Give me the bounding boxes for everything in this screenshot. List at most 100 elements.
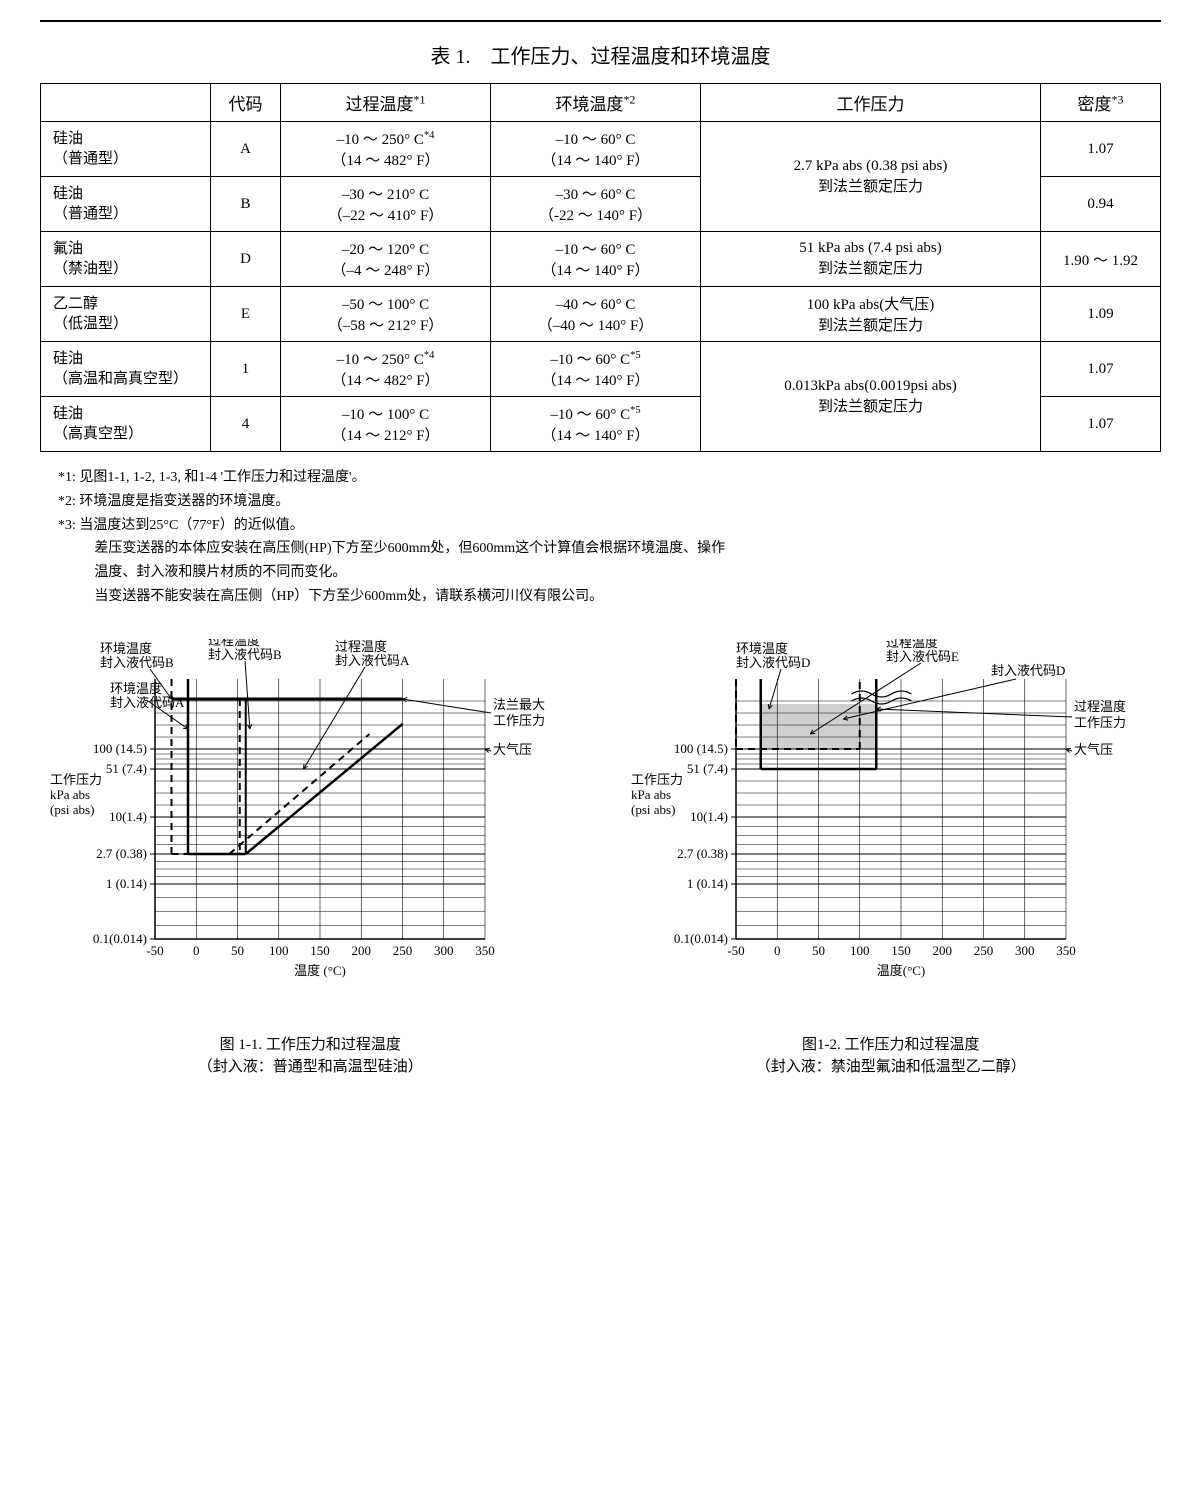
svg-text:法兰最大: 法兰最大	[493, 697, 545, 712]
cell-amb: –10 ～ 60° C*5（14 ～ 140° F）	[491, 397, 701, 452]
svg-text:350: 350	[1056, 943, 1076, 958]
cell-proc: –10 ～ 250° C*4（14 ～ 482° F）	[281, 122, 491, 177]
svg-text:0.1(0.014): 0.1(0.014)	[93, 931, 147, 946]
cell-code: D	[211, 232, 281, 287]
svg-text:350: 350	[475, 943, 495, 958]
cell-density: 1.07	[1041, 122, 1161, 177]
cell-density: 0.94	[1041, 177, 1161, 232]
chart-2-col: 0.1(0.014)1 (0.14)2.7 (0.38)10(1.4)51 (7…	[621, 639, 1162, 1079]
svg-text:封入液代码D: 封入液代码D	[736, 655, 810, 670]
svg-text:2.7 (0.38): 2.7 (0.38)	[677, 846, 728, 861]
svg-text:大气压: 大气压	[1074, 742, 1113, 757]
note-3: *3: 当温度达到25°C（77°F）的近似值。	[58, 514, 1161, 538]
table-row: 氟油（禁油型）D–20 ～ 120° C（–4 ～ 248° F）–10 ～ 6…	[41, 232, 1161, 287]
cell-proc: –10 ～ 250° C*4（14 ～ 482° F）	[281, 342, 491, 397]
cell-code: 4	[211, 397, 281, 452]
svg-text:51 (7.4): 51 (7.4)	[686, 761, 727, 776]
svg-text:50: 50	[231, 943, 244, 958]
svg-text:封入液代码A: 封入液代码A	[110, 695, 185, 710]
svg-text:150: 150	[310, 943, 330, 958]
svg-text:250: 250	[393, 943, 413, 958]
table-row: 硅油（高温和高真空型）1–10 ～ 250° C*4（14 ～ 482° F）–…	[41, 342, 1161, 397]
charts-row: 0.1(0.014) 1 (0.14) 2.7 (0.38) 10(1.4) 51 (7…	[40, 639, 1161, 1079]
svg-text:工作压力: 工作压力	[631, 772, 683, 787]
svg-text:封入液代码D: 封入液代码D	[991, 663, 1065, 678]
svg-text:工作压力: 工作压力	[493, 713, 545, 728]
cell-name: 硅油（高真空型）	[41, 397, 211, 452]
svg-text:过程温度: 过程温度	[1074, 699, 1126, 714]
cell-density: 1.07	[1041, 342, 1161, 397]
svg-text:100 (14.5): 100 (14.5)	[673, 741, 727, 756]
cell-press: 51 kPa abs (7.4 psi abs)到法兰额定压力	[701, 232, 1041, 287]
svg-text:-50: -50	[146, 943, 163, 958]
chart-2: 0.1(0.014)1 (0.14)2.7 (0.38)10(1.4)51 (7…	[621, 639, 1161, 1019]
cell-density: 1.09	[1041, 287, 1161, 342]
svg-text:环境温度: 环境温度	[736, 641, 788, 656]
svg-text:100: 100	[269, 943, 289, 958]
svg-text:10(1.4): 10(1.4)	[109, 809, 147, 824]
cell-name: 硅油（普通型）	[41, 122, 211, 177]
top-rule	[40, 20, 1161, 22]
cell-press: 0.013kPa abs(0.0019psi abs)到法兰额定压力	[701, 342, 1041, 452]
svg-text:-50: -50	[727, 943, 744, 958]
chart-1-col: 0.1(0.014)1 (0.14)2.7 (0.38)10(1.4)51 (7…	[40, 639, 581, 1079]
svg-text:300: 300	[434, 943, 454, 958]
note-3c: 当变送器不能安装在高压侧（HP）下方至少600mm处，请联系横河川仪有限公司。	[58, 585, 1161, 609]
cell-proc: –10 ～ 100° C（14 ～ 212° F）	[281, 397, 491, 452]
svg-text:(psi abs): (psi abs)	[50, 802, 94, 817]
svg-text:250: 250	[973, 943, 993, 958]
table-title: 表 1. 工作压力、过程温度和环境温度	[40, 40, 1161, 69]
cell-amb: –10 ～ 60° C（14 ～ 140° F）	[491, 122, 701, 177]
cell-press: 2.7 kPa abs (0.38 psi abs)到法兰额定压力	[701, 122, 1041, 232]
cell-code: B	[211, 177, 281, 232]
cell-press: 100 kPa abs(大气压)到法兰额定压力	[701, 287, 1041, 342]
chart2-caption-l2: （封入液：禁油型氟油和低温型乙二醇）	[756, 1059, 1026, 1075]
svg-text:2.7 (0.38): 2.7 (0.38)	[96, 846, 147, 861]
th-density: 密度*3	[1041, 84, 1161, 122]
chart-1: 0.1(0.014)1 (0.14)2.7 (0.38)10(1.4)51 (7…	[40, 639, 580, 1019]
footnotes: *1: 见图1-1, 1-2, 1-3, 和1-4 '工作压力和过程温度'。 *…	[58, 466, 1161, 609]
table-row: 硅油（普通型）A–10 ～ 250° C*4（14 ～ 482° F）–10 ～…	[41, 122, 1161, 177]
svg-text:工作压力: 工作压力	[1074, 715, 1126, 730]
svg-text:0: 0	[193, 943, 200, 958]
th-amb: 环境温度*2	[491, 84, 701, 122]
svg-text:0: 0	[774, 943, 781, 958]
cell-amb: –10 ～ 60° C*5（14 ～ 140° F）	[491, 342, 701, 397]
svg-text:工作压力: 工作压力	[50, 772, 102, 787]
svg-text:1 (0.14): 1 (0.14)	[686, 876, 727, 891]
svg-text:200: 200	[932, 943, 952, 958]
svg-text:环境温度: 环境温度	[110, 681, 162, 696]
th-name	[41, 84, 211, 122]
cell-name: 硅油（高温和高真空型）	[41, 342, 211, 397]
svg-text:100 (14.5): 100 (14.5)	[93, 741, 147, 756]
svg-text:50: 50	[812, 943, 825, 958]
svg-text:200: 200	[352, 943, 372, 958]
th-proc: 过程温度*1	[281, 84, 491, 122]
cell-proc: –20 ～ 120° C（–4 ～ 248° F）	[281, 232, 491, 287]
svg-text:封入液代码B: 封入液代码B	[100, 655, 174, 670]
cell-name: 乙二醇（低温型）	[41, 287, 211, 342]
svg-text:51 (7.4): 51 (7.4)	[106, 761, 147, 776]
note-3b: 温度、封入液和膜片材质的不同而变化。	[58, 561, 1161, 585]
table-header-row: 代码 过程温度*1 环境温度*2 工作压力 密度*3	[41, 84, 1161, 122]
svg-text:封入液代码E: 封入液代码E	[886, 649, 959, 664]
spec-table: 代码 过程温度*1 环境温度*2 工作压力 密度*3 硅油（普通型）A–10 ～…	[40, 83, 1161, 452]
svg-text:300: 300	[1015, 943, 1035, 958]
chart1-caption-l2: （封入液：普通型和高温型硅油）	[198, 1059, 423, 1075]
svg-text:封入液代码A: 封入液代码A	[335, 653, 410, 668]
cell-name: 硅油（普通型）	[41, 177, 211, 232]
th-press: 工作压力	[701, 84, 1041, 122]
cell-density: 1.07	[1041, 397, 1161, 452]
svg-text:温度(°C): 温度(°C)	[876, 963, 925, 978]
cell-code: 1	[211, 342, 281, 397]
cell-amb: –40 ～ 60° C（–40 ～ 140° F）	[491, 287, 701, 342]
svg-text:温度 (°C): 温度 (°C)	[294, 963, 346, 978]
svg-text:kPa abs: kPa abs	[50, 787, 90, 802]
cell-amb: –30 ～ 60° C（-22 ～ 140° F）	[491, 177, 701, 232]
cell-density: 1.90 ～ 1.92	[1041, 232, 1161, 287]
chart2-caption-l1: 图1-2. 工作压力和过程温度	[802, 1037, 980, 1053]
svg-text:0.1(0.014): 0.1(0.014)	[673, 931, 727, 946]
cell-code: A	[211, 122, 281, 177]
svg-text:环境温度: 环境温度	[100, 641, 152, 656]
svg-text:100: 100	[850, 943, 870, 958]
